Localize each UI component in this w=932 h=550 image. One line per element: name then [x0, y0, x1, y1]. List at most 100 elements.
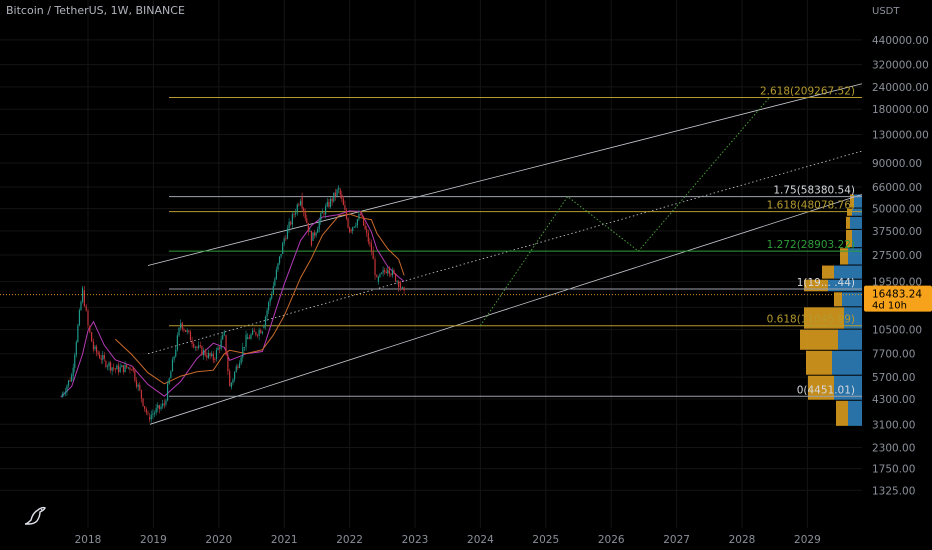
candle-body: [312, 232, 314, 241]
price-axis-tick: 180000.00: [872, 104, 929, 116]
candle-body: [61, 394, 63, 398]
candle-body: [69, 380, 71, 382]
candle-body: [363, 216, 365, 226]
candle-body: [223, 331, 225, 336]
time-axis-tick: 2027: [663, 534, 690, 546]
price-axis-tick: 1750.00: [872, 464, 915, 476]
candle-body: [306, 218, 308, 224]
candle-body: [382, 270, 384, 273]
price-axis-tick: 4300.00: [872, 394, 915, 406]
candle-body: [71, 375, 73, 382]
candle-body: [269, 298, 271, 303]
candle-body: [105, 361, 107, 367]
volume-profile-down-bar: [846, 216, 850, 229]
candle-body: [247, 337, 249, 340]
candle-body: [358, 214, 360, 220]
volume-profile-up-bar: [852, 229, 862, 248]
candle-body: [366, 229, 368, 233]
volume-profile-up-bar: [852, 208, 862, 216]
candle-body: [242, 347, 244, 358]
chart-title: Bitcoin / TetherUS, 1W, BINANCE: [6, 4, 185, 17]
volume-profile-up-bar: [848, 248, 862, 265]
candle-body: [134, 370, 136, 381]
candle-body: [152, 413, 154, 415]
volume-profile-up-bar: [854, 194, 862, 208]
volume-profile-down-bar: [822, 265, 834, 279]
candle-body: [339, 189, 341, 195]
candle-body: [263, 325, 265, 329]
volume-profile-up-bar: [834, 375, 862, 400]
time-axis-tick: 2020: [205, 534, 232, 546]
candle-body: [147, 412, 149, 414]
candle-body: [364, 225, 366, 230]
candle-body: [275, 269, 278, 280]
candle-body: [355, 225, 357, 227]
candle-body: [374, 259, 376, 276]
candle-body: [176, 335, 178, 350]
candle-body: [198, 345, 200, 348]
candle-body: [272, 286, 274, 295]
price-axis-tick: 1325.00: [872, 485, 915, 497]
candle-body: [258, 330, 260, 336]
candle-body: [288, 221, 290, 229]
candle-body: [291, 214, 293, 225]
candle-body: [315, 232, 317, 236]
fib-level-label: 0.618(11045.99): [767, 314, 855, 326]
candle-body: [135, 380, 138, 387]
candle-body: [160, 406, 162, 409]
current-price-box: [864, 285, 932, 312]
bar-countdown: 4d 10h: [872, 301, 907, 312]
volume-profile-up-bar: [848, 400, 862, 426]
candle-body: [313, 232, 316, 236]
candle-body: [199, 345, 201, 347]
grid-lines: [0, 0, 862, 528]
time-axis: 2018 2019 2020 2021 2022 2023 2024 2025 2026 2027…: [75, 534, 821, 546]
price-axis-tick: 5700.00: [872, 372, 915, 384]
ma-long-line: [114, 213, 405, 385]
candle-body: [87, 310, 89, 326]
candle-body: [388, 267, 390, 275]
candle-body: [338, 187, 340, 190]
volume-profile-down-bar: [846, 229, 852, 248]
candle-body: [401, 287, 403, 289]
candle-body: [260, 330, 262, 334]
candle-body: [396, 281, 398, 283]
candle-body: [380, 272, 383, 274]
current-price-value: 16483.24: [872, 289, 922, 301]
fib-level-label: 2.618(209267.52): [760, 86, 855, 98]
candle-body: [240, 357, 242, 364]
candle-body: [345, 209, 348, 219]
candle-body: [209, 352, 211, 356]
candle-body: [264, 316, 267, 326]
candle-body: [63, 393, 65, 395]
price-axis-tick: 3100.00: [872, 419, 915, 431]
candle-body: [178, 327, 180, 336]
candle-body: [64, 391, 67, 394]
volume-profile-up-bar: [842, 292, 862, 307]
candle-body: [188, 330, 190, 332]
candle-body: [299, 200, 302, 206]
tradingview-dino-icon[interactable]: [22, 502, 48, 528]
candle-body: [268, 302, 270, 311]
candle-body: [325, 206, 327, 215]
candle-body: [369, 241, 371, 244]
candle-body: [309, 231, 311, 233]
candle-body: [317, 229, 319, 233]
candle-body: [139, 384, 141, 391]
candle-body: [341, 194, 343, 199]
candle-body: [113, 367, 115, 369]
candle-body: [227, 354, 229, 372]
candle-body: [150, 414, 152, 420]
candle-body: [320, 213, 322, 221]
candle-body: [403, 287, 405, 291]
candle-body: [91, 332, 93, 342]
volume-profile-down-bar: [800, 329, 838, 350]
candle-body: [126, 364, 128, 368]
time-axis-tick: 2024: [467, 534, 494, 546]
candle-body: [347, 218, 349, 228]
candle-body: [295, 212, 297, 215]
candle-body: [127, 367, 129, 369]
candle-body: [124, 364, 126, 373]
candle-body: [162, 403, 164, 407]
